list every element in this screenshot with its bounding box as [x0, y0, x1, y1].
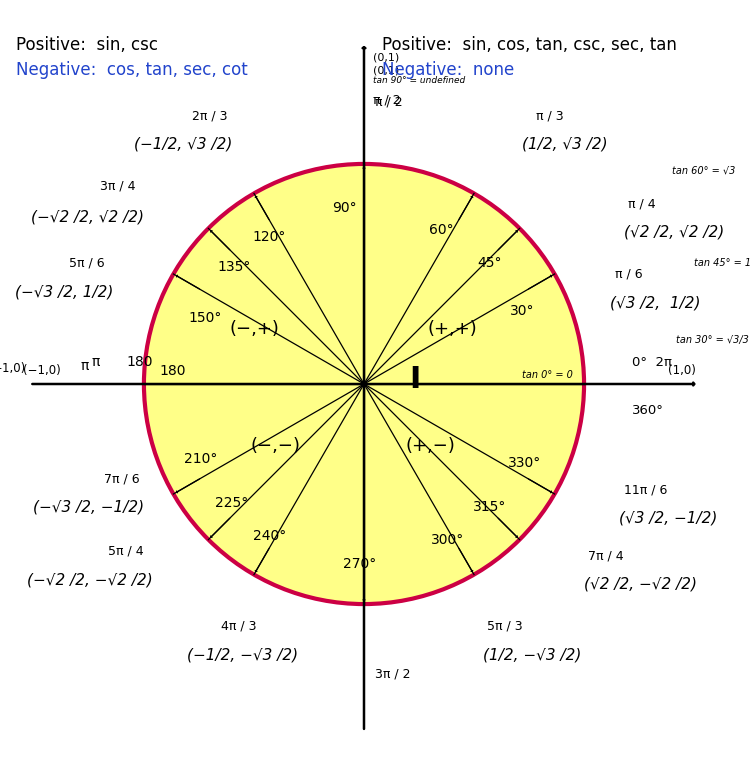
Text: (1/2, −√3 /2): (1/2, −√3 /2): [483, 647, 581, 662]
Text: 225°: 225°: [215, 496, 248, 510]
Text: (1,0): (1,0): [668, 364, 695, 377]
Text: 3π / 4: 3π / 4: [100, 180, 135, 193]
Text: (1/2, √3 /2): (1/2, √3 /2): [523, 137, 608, 151]
Text: Positive:  sin, csc: Positive: sin, csc: [16, 36, 158, 55]
Text: π / 4: π / 4: [628, 197, 656, 210]
Text: Negative:  none: Negative: none: [382, 61, 514, 78]
Text: tan 60° = √3: tan 60° = √3: [672, 166, 736, 176]
Text: 315°: 315°: [472, 500, 506, 515]
Text: 240°: 240°: [253, 529, 286, 543]
Text: (−,−): (−,−): [251, 437, 301, 455]
Text: (−√3 /2, −1/2): (−√3 /2, −1/2): [33, 500, 144, 515]
Text: 180: 180: [126, 355, 153, 369]
Text: tan 30° = √3/3: tan 30° = √3/3: [676, 335, 749, 345]
Text: (√2 /2, √2 /2): (√2 /2, √2 /2): [624, 225, 724, 240]
Text: π / 3: π / 3: [536, 109, 563, 122]
Text: tan 45° = 1: tan 45° = 1: [694, 258, 750, 268]
Text: 360°: 360°: [632, 404, 664, 417]
Text: (√2 /2, −√2 /2): (√2 /2, −√2 /2): [584, 577, 697, 592]
Text: 210°: 210°: [184, 452, 218, 466]
Text: 4π / 3: 4π / 3: [220, 620, 256, 633]
Text: Positive:  sin, cos, tan, csc, sec, tan: Positive: sin, cos, tan, csc, sec, tan: [382, 36, 676, 55]
Text: 135°: 135°: [217, 260, 250, 274]
Text: 60°: 60°: [429, 223, 453, 237]
Text: 150°: 150°: [189, 311, 222, 325]
Text: 7π / 6: 7π / 6: [104, 472, 140, 485]
Text: (−1,0): (−1,0): [22, 364, 60, 377]
Text: 330°: 330°: [508, 456, 542, 470]
Text: (+,+): (+,+): [427, 320, 477, 338]
Text: (−√2 /2, √2 /2): (−√2 /2, √2 /2): [31, 209, 144, 224]
Text: 7π / 4: 7π / 4: [589, 549, 624, 562]
Text: (√3 /2,  1/2): (√3 /2, 1/2): [610, 295, 701, 310]
Text: (-1,0): (-1,0): [0, 362, 25, 376]
Text: (√3 /2, −1/2): (√3 /2, −1/2): [620, 511, 718, 526]
Text: π / 6: π / 6: [615, 267, 643, 280]
Text: π / 2: π / 2: [373, 94, 400, 107]
Text: 30°: 30°: [510, 304, 535, 319]
Text: I: I: [409, 365, 420, 394]
Text: tan 90° = undefined: tan 90° = undefined: [373, 76, 465, 84]
Text: (−√2 /2, −√2 /2): (−√2 /2, −√2 /2): [27, 572, 153, 588]
Text: 90°: 90°: [332, 201, 356, 215]
Text: π / 2: π / 2: [375, 96, 403, 109]
Text: 270°: 270°: [343, 558, 376, 571]
Circle shape: [144, 164, 584, 604]
Text: 11π / 6: 11π / 6: [624, 483, 667, 496]
Text: (+,−): (+,−): [405, 437, 455, 455]
Text: 5π / 3: 5π / 3: [488, 620, 523, 633]
Text: (0,1): (0,1): [373, 53, 399, 63]
Text: π: π: [80, 359, 89, 373]
Text: tan 0° = 0: tan 0° = 0: [523, 370, 573, 380]
Text: 5π / 6: 5π / 6: [69, 257, 104, 270]
Text: 3π / 2: 3π / 2: [375, 668, 410, 681]
Text: π: π: [92, 355, 100, 369]
Text: 2π / 3: 2π / 3: [192, 109, 227, 122]
Text: 180: 180: [159, 364, 186, 378]
Text: 0°  2π: 0° 2π: [632, 356, 673, 369]
Text: 45°: 45°: [477, 256, 502, 270]
Text: 5π / 4: 5π / 4: [108, 545, 144, 558]
Text: (−√3 /2, 1/2): (−√3 /2, 1/2): [15, 284, 113, 299]
Text: Negative:  cos, tan, sec, cot: Negative: cos, tan, sec, cot: [16, 61, 248, 78]
Text: (−,+): (−,+): [229, 320, 279, 338]
Text: (−1/2, −√3 /2): (−1/2, −√3 /2): [188, 647, 298, 662]
Text: (−1/2, √3 /2): (−1/2, √3 /2): [134, 137, 232, 151]
Text: 120°: 120°: [253, 230, 286, 243]
Text: 300°: 300°: [431, 533, 464, 548]
Text: (0,1): (0,1): [373, 66, 399, 76]
